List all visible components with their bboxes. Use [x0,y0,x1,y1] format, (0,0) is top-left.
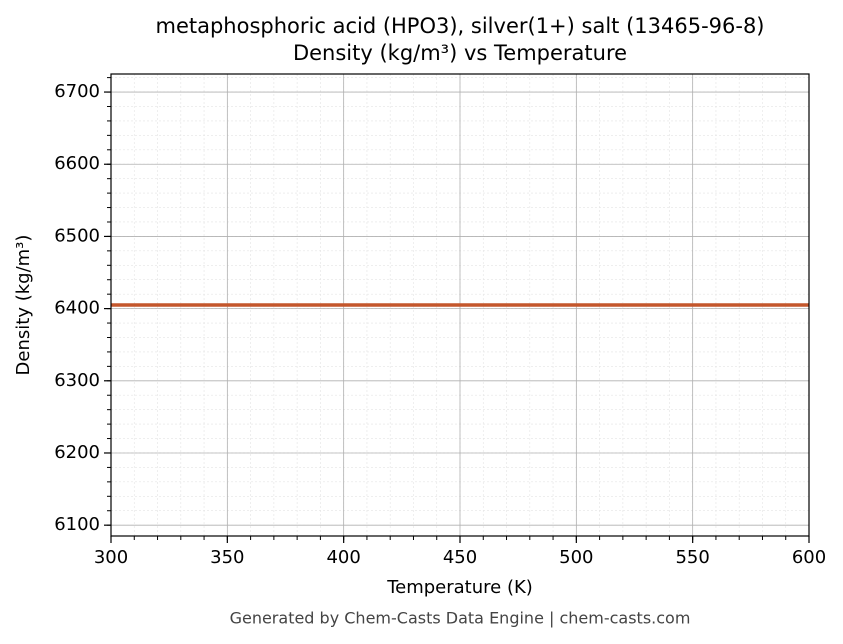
y-axis-label: Density (kg/m³) [13,235,34,376]
y-tick-label: 6700 [54,81,100,102]
y-tick-label: 6500 [54,225,100,246]
x-tick-label: 400 [326,547,360,568]
x-tick-label: 550 [675,547,709,568]
y-tick-label: 6400 [54,298,100,319]
footer: Generated by Chem-Casts Data Engine | ch… [230,609,691,628]
x-tick-label: 450 [443,547,477,568]
x-tick-label: 500 [559,547,593,568]
chart-title: metaphosphoric acid (HPO3), silver(1+) s… [155,14,764,38]
x-tick-label: 350 [210,547,244,568]
y-tick-label: 6600 [54,153,100,174]
plot-frame [110,73,810,537]
y-tick-label: 6200 [54,442,100,463]
x-tick-label: 300 [94,547,128,568]
y-tick-label: 6300 [54,370,100,391]
x-tick-label: 600 [792,547,826,568]
y-tick-label: 6100 [54,514,100,535]
x-axis-label: Temperature (K) [386,577,533,598]
chart-subtitle: Density (kg/m³) vs Temperature [293,41,627,65]
